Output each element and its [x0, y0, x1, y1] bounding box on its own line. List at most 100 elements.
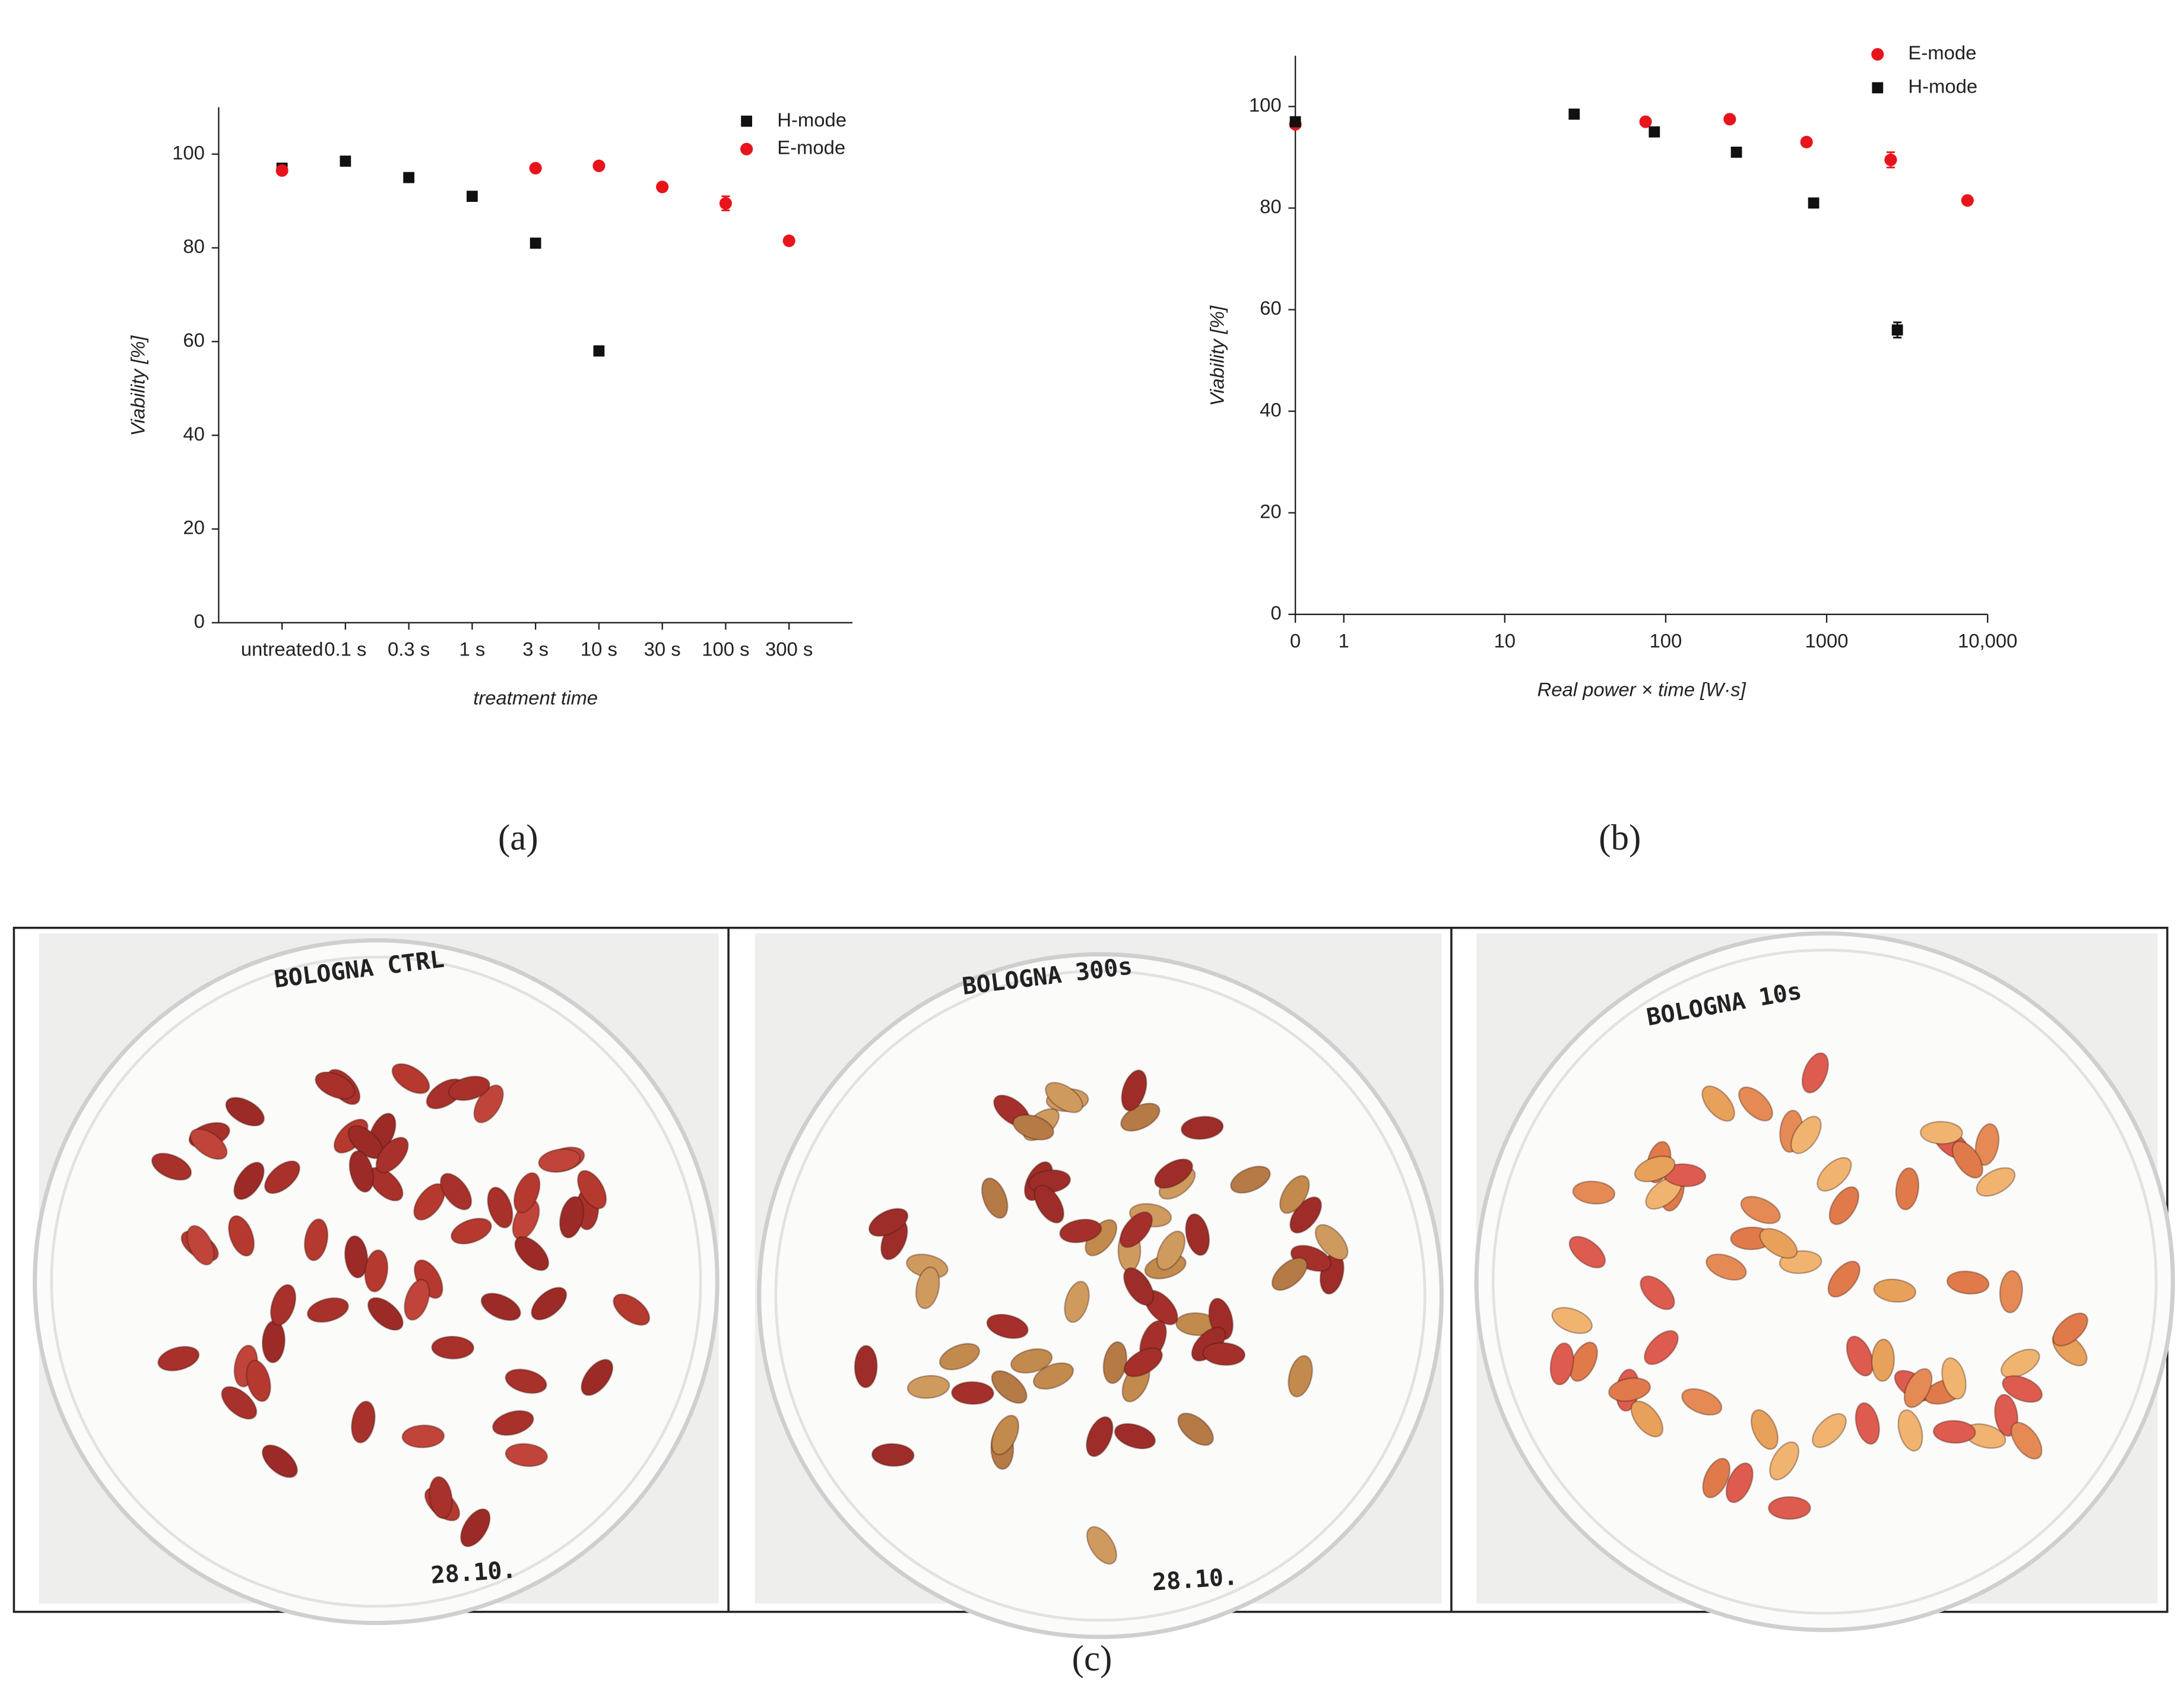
seed [431, 1335, 475, 1360]
seed [225, 1097, 265, 1127]
seed [868, 1208, 909, 1237]
point [275, 164, 289, 177]
seed [538, 1148, 581, 1173]
seed [505, 1443, 548, 1467]
seed [233, 1161, 265, 1200]
point [719, 197, 732, 210]
seed [1681, 1388, 1723, 1416]
seed [906, 1374, 950, 1399]
seed [981, 1177, 1009, 1219]
seed [1114, 1423, 1156, 1450]
seed [228, 1215, 255, 1257]
seed [480, 1293, 521, 1321]
seed [1976, 1167, 2016, 1197]
seed [1994, 1393, 2018, 1437]
petri-dish-rim [50, 955, 702, 1608]
y-tick-label: 100 [1249, 94, 1282, 116]
seed [1119, 1211, 1153, 1248]
seed [364, 1249, 389, 1293]
seed [351, 1401, 376, 1444]
x-tick-label: 0.1 s [324, 638, 366, 660]
seed [1059, 1218, 1102, 1243]
seed [531, 1287, 568, 1320]
petri-dish [1474, 931, 2175, 1632]
seed [939, 1343, 981, 1371]
seed [264, 1160, 300, 1195]
seed [451, 1218, 492, 1245]
legend-marker [741, 115, 753, 127]
point [592, 159, 606, 172]
seed [2002, 1375, 2043, 1403]
seed [559, 1196, 585, 1238]
legend-label: E-mode [777, 137, 845, 159]
seed [1846, 1335, 1874, 1377]
y-tick-label: 0 [1270, 601, 1281, 623]
seed [1177, 1412, 1214, 1446]
seed [1897, 1409, 1923, 1452]
seed [151, 1152, 192, 1181]
seed [315, 1071, 356, 1100]
x-tick-label: 10 s [581, 638, 617, 660]
y-tick-label: 60 [1260, 297, 1282, 319]
seed [460, 1508, 491, 1547]
seed [1185, 1213, 1210, 1256]
seed [429, 1476, 453, 1519]
seed [1871, 1338, 1895, 1382]
y-tick-label: 20 [183, 517, 205, 539]
seed [2052, 1312, 2088, 1347]
y-tick-label: 80 [183, 235, 205, 257]
seed [1738, 1086, 1773, 1122]
seed [513, 1172, 541, 1214]
x-tick-label: untreated [241, 638, 324, 660]
seed [1288, 1355, 1313, 1398]
point [1808, 197, 1820, 209]
seed [367, 1297, 404, 1331]
handwritten-date: 28.10. [430, 1556, 517, 1589]
seed [375, 1136, 409, 1174]
seed [2000, 1348, 2040, 1379]
legend-label: H-mode [1908, 75, 1977, 97]
y-tick-label: 100 [172, 141, 205, 163]
seed [303, 1218, 329, 1262]
point [529, 161, 542, 175]
point [1961, 194, 1974, 207]
x-tick-label: 3 s [522, 638, 549, 660]
seed [1180, 1116, 1224, 1140]
x-tick-label: 0 [1290, 629, 1301, 651]
point [1723, 113, 1736, 126]
seed [986, 1313, 1029, 1339]
seed [1551, 1307, 1593, 1334]
x-tick-label: 1 [1339, 629, 1349, 651]
seed [1230, 1165, 1271, 1194]
point [1568, 108, 1580, 120]
seed [221, 1386, 258, 1420]
seed [344, 1235, 369, 1279]
petri-dish-rim [774, 970, 1427, 1622]
seed [1750, 1409, 1779, 1450]
seed [1759, 1228, 1798, 1259]
point [467, 191, 478, 202]
seed [1895, 1167, 1920, 1211]
x-tick-label: 0.3 s [388, 638, 430, 660]
seed [1768, 1496, 1811, 1520]
y-axis-label: Viability [%] [126, 335, 148, 436]
seed [1634, 1155, 1676, 1183]
legend-label: E-mode [1908, 42, 1976, 64]
seed [1086, 1526, 1117, 1565]
seed [1702, 1458, 1731, 1499]
seed [306, 1297, 349, 1323]
seed [448, 1075, 490, 1101]
point [1639, 115, 1652, 128]
panel-label: (c) [1072, 1639, 1112, 1678]
seed [1154, 1158, 1193, 1189]
seed [871, 1443, 915, 1467]
x-axis-label: treatment time [473, 687, 598, 709]
seed [1644, 1330, 1679, 1366]
seed [1314, 1224, 1349, 1260]
seed [1608, 1377, 1652, 1402]
x-tick-label: 30 s [644, 638, 681, 660]
point [1649, 126, 1660, 138]
seed [1086, 1416, 1114, 1458]
seed [1202, 1342, 1246, 1366]
